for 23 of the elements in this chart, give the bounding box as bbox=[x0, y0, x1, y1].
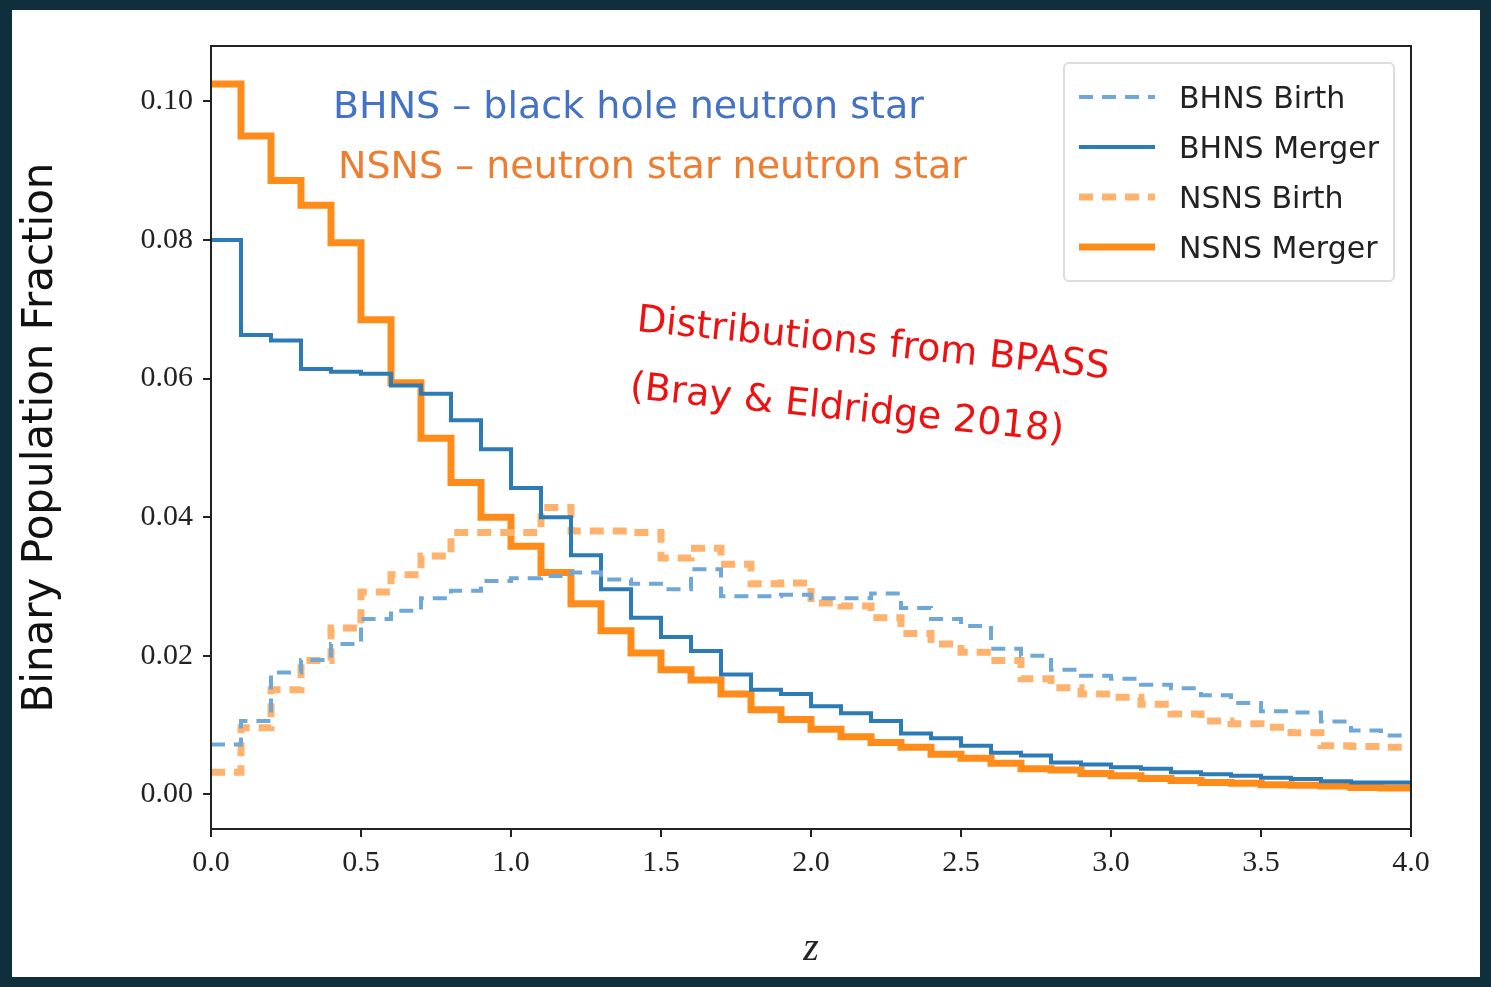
x-tick-label: 3.0 bbox=[1092, 843, 1130, 877]
y-tick-label: 0.02 bbox=[140, 636, 193, 670]
y-tick-label: 0.10 bbox=[140, 82, 193, 116]
y-tick-label: 0.00 bbox=[140, 775, 193, 809]
y-tick-label: 0.04 bbox=[140, 498, 193, 532]
x-axis-title: z bbox=[802, 923, 820, 969]
y-axis-title: Binary Population Fraction bbox=[13, 162, 63, 713]
x-tick-label: 2.5 bbox=[942, 843, 980, 877]
x-tick-label: 1.0 bbox=[492, 843, 530, 877]
x-tick-label: 3.5 bbox=[1242, 843, 1280, 877]
legend-label: NSNS Birth bbox=[1179, 179, 1344, 215]
legend-label: NSNS Merger bbox=[1179, 229, 1378, 265]
x-tick-label: 1.5 bbox=[642, 843, 680, 877]
x-tick-label: 2.0 bbox=[792, 843, 830, 877]
x-tick-label: 0.5 bbox=[342, 843, 380, 877]
y-tick-label: 0.08 bbox=[140, 220, 193, 254]
x-tick-label: 0.0 bbox=[192, 843, 230, 877]
annotation: BHNS – black hole neutron star bbox=[333, 83, 925, 127]
legend-label: BHNS Birth bbox=[1179, 79, 1346, 115]
annotation: NSNS – neutron star neutron star bbox=[338, 143, 968, 187]
legend-label: BHNS Merger bbox=[1179, 129, 1380, 165]
y-tick-label: 0.06 bbox=[140, 359, 193, 393]
x-tick-label: 4.0 bbox=[1392, 843, 1430, 877]
